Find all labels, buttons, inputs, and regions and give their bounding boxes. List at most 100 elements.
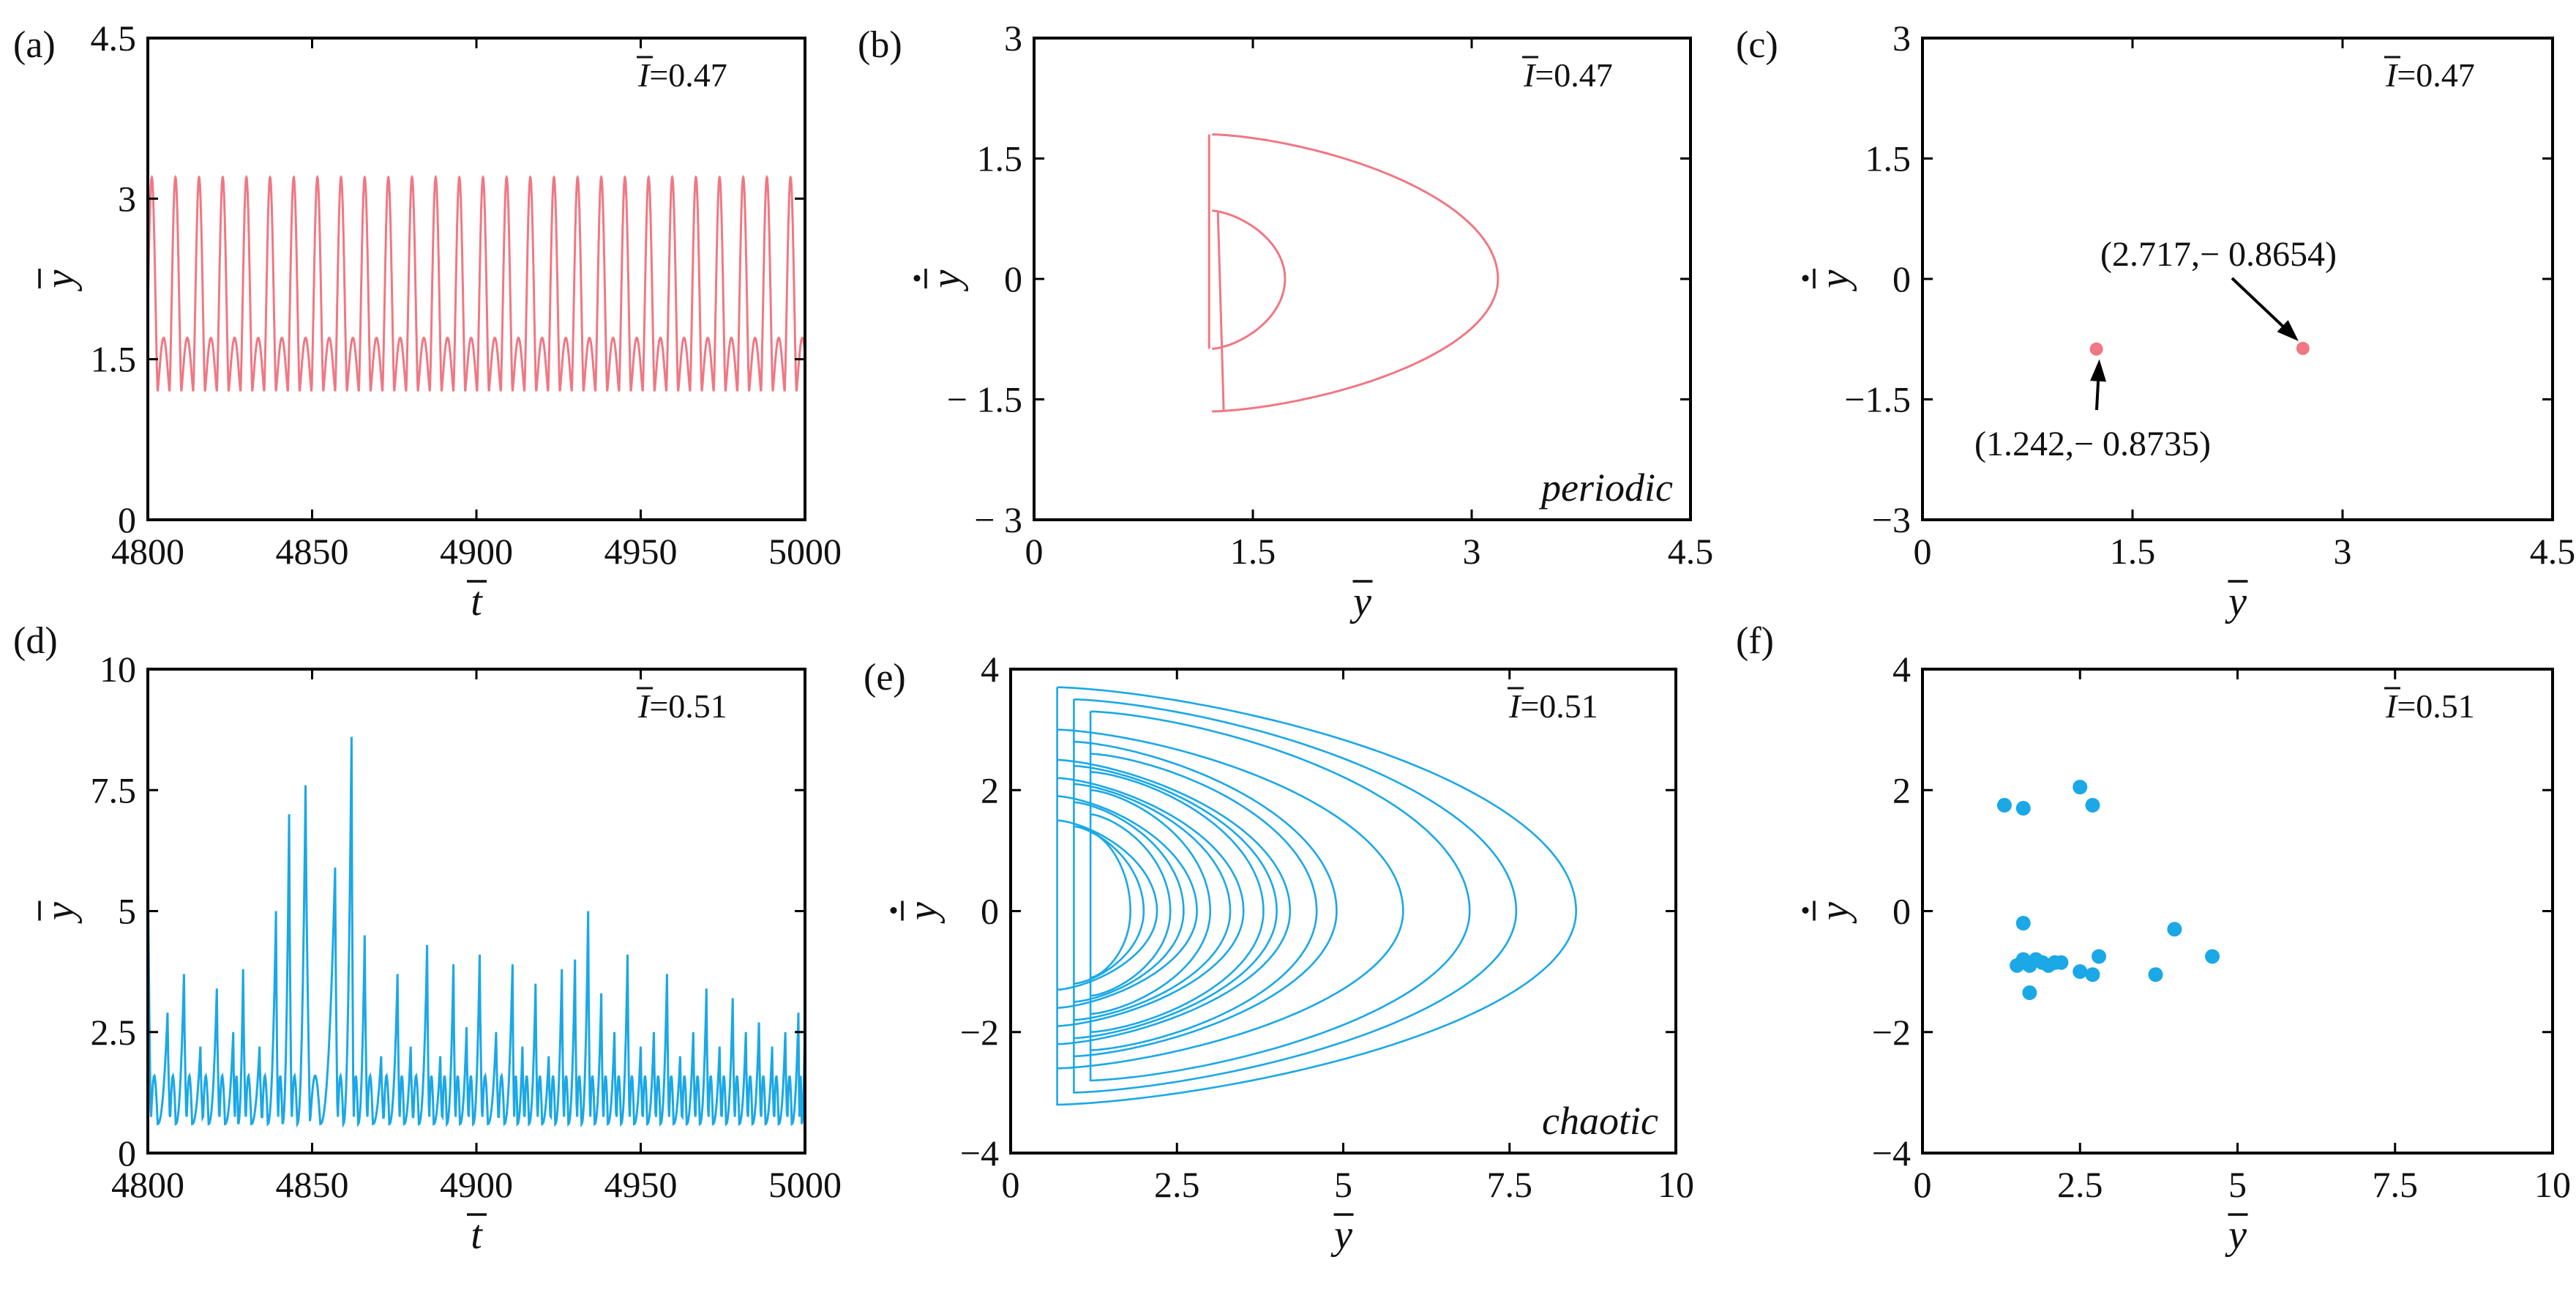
x-tick-label: 4800 [111, 531, 184, 572]
annotation-arrow-2 [2231, 277, 2299, 341]
y-tick-label: 0 [1004, 258, 1022, 299]
regime-label: periodic [1538, 466, 1673, 510]
y-tick-label: − 1.5 [947, 379, 1022, 420]
series-line [1056, 686, 1578, 1106]
y-axis-label-group: y [37, 269, 83, 291]
x-tick-label: 10 [2534, 1164, 2571, 1205]
panel-a: 4800 4850 4900 4950 5000 0 1.5 3 4.5 t y (a) I=0.47 [13, 18, 842, 624]
plot-area-c [2089, 341, 2310, 356]
y-tick-label: 0 [1892, 258, 1911, 299]
panel-label: (e) [864, 657, 906, 698]
y-axis-label-dot [913, 275, 921, 282]
x-tick-label: 3 [2334, 531, 2352, 572]
y-tick-label: 0 [981, 891, 999, 932]
x-tick-label: 2.5 [2057, 1164, 2103, 1205]
series-line [1208, 133, 1499, 413]
x-tick-label: 4950 [604, 1164, 678, 1205]
plot-area-a [148, 174, 805, 392]
x-tick-label: 4.5 [1668, 531, 1714, 572]
axes-frame [1921, 668, 2554, 1155]
param-symbol: I=0.51 [2385, 687, 2475, 725]
y-tick-label: 2 [1892, 769, 1911, 810]
y-axis-label-group: y [1802, 269, 1857, 291]
x-tick-label: 10 [1658, 1164, 1694, 1205]
x-tick-label: 4800 [111, 1164, 184, 1205]
x-tick-label: 0 [1914, 1164, 1932, 1205]
y-axis-label-dot [1802, 275, 1809, 282]
y-axis-label-group: y [37, 900, 83, 924]
scatter-point [2085, 797, 2100, 813]
y-tick-label: 0 [1892, 891, 1911, 932]
y-axis-label-dot [890, 907, 897, 914]
param-symbol: I=0.47 [1523, 56, 1613, 94]
scatter-point [2022, 985, 2037, 1001]
y-tick-label: −4 [960, 1133, 999, 1174]
y-tick-label: 3 [1892, 18, 1911, 59]
scatter-point [2085, 967, 2100, 982]
x-tick-label: 1.5 [2110, 531, 2156, 572]
scatter-point [1996, 797, 2012, 813]
plot-area-e [1056, 686, 1578, 1106]
y-tick-label: −2 [1872, 1012, 1911, 1053]
scatter-point [2296, 341, 2310, 355]
panel-label: (c) [1736, 24, 1778, 66]
series-line [148, 174, 805, 392]
y-axis-label-group: y [890, 900, 946, 924]
y-tick-label: 4.5 [91, 18, 137, 59]
y-axis-label: y [1812, 902, 1857, 924]
x-axis-label: y [2225, 579, 2247, 624]
y-axis-label: y [900, 902, 946, 924]
y-tick-label: 3 [118, 178, 136, 219]
y-axis-label-group: y [913, 269, 969, 291]
y-tick-label: 5 [118, 891, 136, 932]
x-tick-label: 5 [2228, 1164, 2247, 1205]
plot-area-d [148, 736, 805, 1128]
y-axis-label: y [1812, 269, 1857, 291]
x-axis-label: y [2225, 1212, 2247, 1258]
param-symbol: I=0.47 [2385, 56, 2475, 94]
scatter-point [2015, 916, 2031, 931]
y-tick-label: 1.5 [91, 339, 137, 380]
x-tick-label: 5000 [768, 531, 842, 572]
scatter-point [2073, 780, 2088, 795]
plot-area-f [1996, 780, 2220, 1001]
x-tick-label: 7.5 [2373, 1164, 2419, 1205]
y-tick-label: 1.5 [977, 138, 1023, 179]
panel-d: 4800 4850 4900 4950 5000 0 2.5 5 7.5 10 t y (d) I=0.5… [13, 620, 842, 1258]
y-tick-label: 0 [118, 499, 136, 540]
y-tick-label: −3 [1872, 499, 1911, 540]
y-tick-label: 2.5 [91, 1012, 137, 1053]
regime-label: chaotic [1542, 1099, 1658, 1143]
y-tick-label: 1.5 [1865, 138, 1912, 179]
panel-b: 0 1.5 3 4.5 − 3 − 1.5 0 1.5 3 y y (b) I=0.47 periodic [858, 18, 1713, 624]
x-tick-label: 7.5 [1487, 1164, 1533, 1205]
scatter-point [2167, 922, 2182, 937]
scatter-point [2148, 967, 2163, 982]
x-tick-label: 3 [1463, 531, 1481, 572]
x-tick-label: 4850 [276, 1164, 349, 1205]
x-tick-label: 4950 [604, 531, 678, 572]
x-axis-label: t [471, 579, 483, 624]
y-tick-label: 10 [100, 649, 136, 690]
x-tick-label: 1.5 [1230, 531, 1276, 572]
axes-frame [146, 37, 806, 521]
y-tick-label: −2 [960, 1012, 999, 1053]
y-tick-label: 2 [981, 769, 999, 810]
x-tick-label: 0 [1914, 531, 1932, 572]
panel-label: (f) [1736, 620, 1774, 662]
scatter-point [2073, 964, 2088, 980]
y-tick-label: −1.5 [1844, 379, 1911, 420]
x-tick-label: 2.5 [1154, 1164, 1200, 1205]
y-tick-label: 0 [118, 1133, 136, 1174]
panel-c: 0 1.5 3 4.5 −3 −1.5 0 1.5 3 y y (c) I=0.47 (2.717,− 0… [1736, 18, 2575, 624]
panel-f: 0 2.5 5 7.5 10 −4 −2 0 2 4 y y (f) I=0.51 [1736, 620, 2571, 1258]
x-tick-label: 5000 [768, 1164, 842, 1205]
panel-label: (d) [13, 620, 58, 662]
y-tick-label: 3 [1004, 18, 1022, 59]
param-symbol: I=0.51 [1508, 687, 1598, 725]
panel-label: (b) [858, 24, 902, 66]
x-axis-label: y [1330, 1212, 1352, 1258]
x-axis-label: t [471, 1212, 483, 1258]
x-axis-label: y [1349, 579, 1371, 624]
panels-layer: 4800 4850 4900 4950 500001.534.5ty(a)I=0.470… [13, 18, 2575, 1258]
